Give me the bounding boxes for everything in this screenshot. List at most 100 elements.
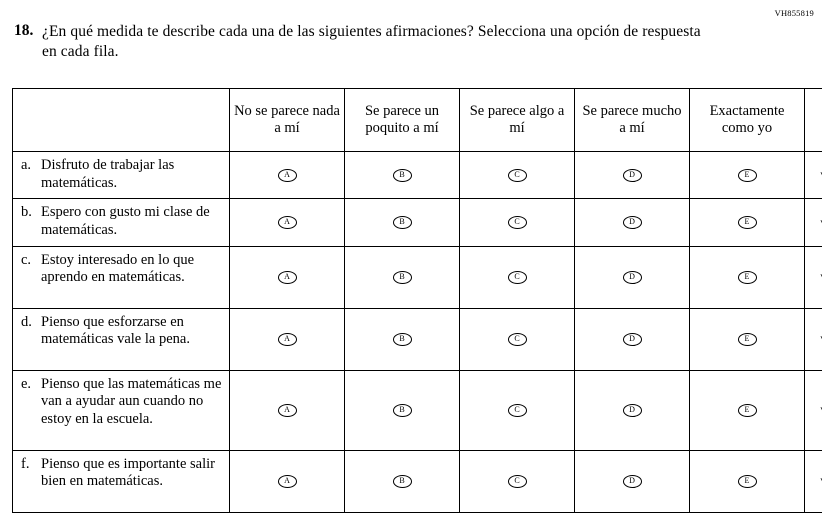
radio-d-4[interactable]: D — [575, 308, 690, 370]
header-option-5: Exactamente como yo — [690, 89, 805, 152]
bubble-icon: B — [393, 271, 412, 284]
bubble-icon: A — [278, 404, 297, 417]
radio-c-1[interactable]: A — [230, 246, 345, 308]
radio-c-4[interactable]: D — [575, 246, 690, 308]
radio-a-4[interactable]: D — [575, 152, 690, 199]
bubble-icon: C — [508, 333, 527, 346]
bubble-icon: B — [393, 404, 412, 417]
bubble-icon: D — [623, 475, 642, 488]
header-option-4: Se parece mucho a mí — [575, 89, 690, 152]
bubble-icon: D — [623, 216, 642, 229]
row-text-d: Pienso que esforzarse en matemáticas val… — [41, 314, 223, 349]
radio-e-5[interactable]: E — [690, 370, 805, 450]
row-text-a: Disfruto de trabajar las matemáticas. — [41, 157, 223, 192]
radio-b-3[interactable]: C — [460, 199, 575, 246]
question-stem: 18. ¿En qué medida te describe cada una … — [14, 22, 714, 62]
bubble-icon: E — [738, 271, 757, 284]
radio-e-3[interactable]: C — [460, 370, 575, 450]
radio-e-2[interactable]: B — [345, 370, 460, 450]
row-id-c: VH855824 — [805, 246, 822, 308]
radio-d-5[interactable]: E — [690, 308, 805, 370]
bubble-icon: E — [738, 404, 757, 417]
bubble-icon: A — [278, 333, 297, 346]
question-number: 18. — [14, 22, 42, 40]
radio-d-2[interactable]: B — [345, 308, 460, 370]
radio-d-1[interactable]: A — [230, 308, 345, 370]
header-option-1: No se parece nada a mí — [230, 89, 345, 152]
radio-f-1[interactable]: A — [230, 450, 345, 512]
bubble-icon: B — [393, 475, 412, 488]
table-row: c. Estoy interesado en lo que aprendo en… — [13, 246, 822, 308]
matrix-header-row: No se parece nada a mí Se parece un poqu… — [13, 89, 822, 152]
radio-c-5[interactable]: E — [690, 246, 805, 308]
row-text-b: Espero con gusto mi clase de matemáticas… — [41, 204, 223, 239]
header-blank-right — [805, 89, 822, 152]
table-row: a. Disfruto de trabajar las matemáticas.… — [13, 152, 822, 199]
radio-a-1[interactable]: A — [230, 152, 345, 199]
radio-e-1[interactable]: A — [230, 370, 345, 450]
radio-f-2[interactable]: B — [345, 450, 460, 512]
row-letter-b: b. — [21, 204, 41, 222]
bubble-icon: E — [738, 475, 757, 488]
header-option-3: Se parece algo a mí — [460, 89, 575, 152]
row-id-d: VH855825 — [805, 308, 822, 370]
row-letter-d: d. — [21, 314, 41, 332]
bubble-icon: B — [393, 169, 412, 182]
bubble-icon: D — [623, 271, 642, 284]
row-stem-c: c. Estoy interesado en lo que aprendo en… — [13, 246, 230, 308]
row-text-f: Pienso que es importante salir bien en m… — [41, 456, 223, 491]
row-id-e: VH855822 — [805, 370, 822, 450]
radio-c-3[interactable]: C — [460, 246, 575, 308]
bubble-icon: A — [278, 216, 297, 229]
radio-a-5[interactable]: E — [690, 152, 805, 199]
radio-f-4[interactable]: D — [575, 450, 690, 512]
page-item-id: VH855819 — [775, 8, 814, 18]
row-letter-e: e. — [21, 376, 41, 394]
row-text-e: Pienso que las matemáticas me van a ayud… — [41, 376, 223, 429]
row-id-b: VH855821 — [805, 199, 822, 246]
bubble-icon: A — [278, 169, 297, 182]
bubble-icon: D — [623, 333, 642, 346]
bubble-icon: A — [278, 475, 297, 488]
row-letter-f: f. — [21, 456, 41, 474]
radio-f-3[interactable]: C — [460, 450, 575, 512]
question-text: ¿En qué medida te describe cada una de l… — [42, 22, 714, 62]
header-option-2: Se parece un poquito a mí — [345, 89, 460, 152]
row-letter-a: a. — [21, 157, 41, 175]
response-matrix: No se parece nada a mí Se parece un poqu… — [12, 88, 822, 513]
radio-e-4[interactable]: D — [575, 370, 690, 450]
bubble-icon: C — [508, 271, 527, 284]
row-id-f: VH855823 — [805, 450, 822, 512]
row-stem-d: d. Pienso que esforzarse en matemáticas … — [13, 308, 230, 370]
row-stem-b: b. Espero con gusto mi clase de matemáti… — [13, 199, 230, 246]
bubble-icon: B — [393, 216, 412, 229]
row-letter-c: c. — [21, 252, 41, 270]
table-row: d. Pienso que esforzarse en matemáticas … — [13, 308, 822, 370]
radio-b-2[interactable]: B — [345, 199, 460, 246]
radio-b-5[interactable]: E — [690, 199, 805, 246]
bubble-icon: D — [623, 169, 642, 182]
row-stem-e: e. Pienso que las matemáticas me van a a… — [13, 370, 230, 450]
row-id-a: VH855820 — [805, 152, 822, 199]
row-stem-a: a. Disfruto de trabajar las matemáticas. — [13, 152, 230, 199]
matrix-body: a. Disfruto de trabajar las matemáticas.… — [13, 152, 822, 513]
header-blank-left — [13, 89, 230, 152]
radio-b-4[interactable]: D — [575, 199, 690, 246]
bubble-icon: C — [508, 404, 527, 417]
radio-c-2[interactable]: B — [345, 246, 460, 308]
radio-b-1[interactable]: A — [230, 199, 345, 246]
radio-d-3[interactable]: C — [460, 308, 575, 370]
table-row: b. Espero con gusto mi clase de matemáti… — [13, 199, 822, 246]
bubble-icon: C — [508, 475, 527, 488]
radio-f-5[interactable]: E — [690, 450, 805, 512]
bubble-icon: C — [508, 216, 527, 229]
radio-a-2[interactable]: B — [345, 152, 460, 199]
bubble-icon: A — [278, 271, 297, 284]
bubble-icon: B — [393, 333, 412, 346]
bubble-icon: E — [738, 169, 757, 182]
row-stem-f: f. Pienso que es importante salir bien e… — [13, 450, 230, 512]
radio-a-3[interactable]: C — [460, 152, 575, 199]
bubble-icon: E — [738, 216, 757, 229]
bubble-icon: C — [508, 169, 527, 182]
